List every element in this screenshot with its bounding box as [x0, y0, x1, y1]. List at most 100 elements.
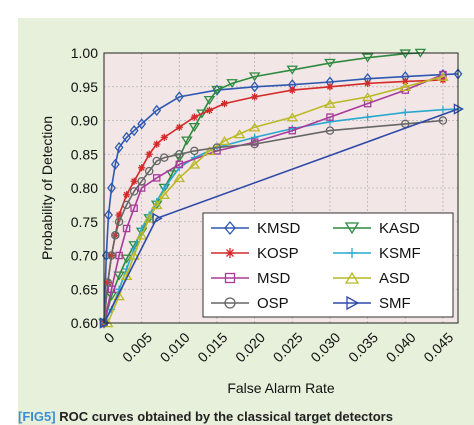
x-tick-label: 0.040	[383, 329, 419, 365]
line-msd	[103, 73, 444, 324]
point-kasd	[226, 79, 238, 89]
point-osp	[137, 176, 146, 186]
point-osp	[152, 156, 161, 166]
point-asd	[143, 213, 155, 223]
point-asd	[248, 122, 261, 132]
point-osp	[175, 149, 184, 159]
point-kasd	[248, 72, 261, 82]
point-asd	[158, 189, 171, 200]
legend-label-kmsd: KMSD	[257, 220, 301, 237]
y-tick-label: 0.90	[71, 113, 98, 129]
legend-entry-kasd: KASD	[333, 220, 420, 237]
point-asd	[437, 71, 449, 81]
point-osp	[107, 251, 116, 260]
x-tick-label: 0.035	[345, 329, 381, 365]
point-asd	[203, 146, 216, 156]
point-osp	[190, 146, 199, 156]
point-kasd	[286, 65, 299, 75]
point-kosp	[251, 93, 259, 101]
legend-entry-msd: MSD	[211, 270, 291, 287]
legend-marker-smf	[346, 295, 360, 311]
legend-label-kasd: KASD	[379, 220, 420, 237]
point-asd	[286, 112, 299, 122]
legend-marker-kmsd	[224, 220, 236, 236]
point-kmsd	[104, 209, 113, 221]
point-asd	[218, 135, 231, 146]
y-tick-label: 0.65	[71, 281, 98, 297]
point-kosp	[138, 164, 146, 172]
point-kmsd	[122, 131, 132, 144]
point-kmsd	[137, 118, 147, 130]
point-kmsd	[174, 91, 184, 103]
x-tick-label: 0.010	[157, 329, 193, 365]
point-msd	[122, 224, 131, 233]
point-kosp	[326, 83, 334, 91]
series-osp	[99, 116, 448, 328]
figure-tag: [FIG5]	[18, 409, 56, 424]
point-kosp	[115, 211, 123, 219]
point-kosp	[122, 191, 131, 199]
point-ksmf	[326, 118, 334, 126]
point-msd	[130, 204, 138, 212]
legend-label-ksmf: KSMF	[379, 245, 421, 262]
legend-marker-msd	[224, 272, 236, 284]
point-kasd	[399, 49, 412, 59]
legend-label-kosp: KOSP	[257, 245, 299, 262]
x-axis-label: False Alarm Rate	[227, 380, 335, 396]
point-osp	[212, 143, 222, 152]
series-layer	[98, 48, 464, 329]
point-kosp	[205, 106, 214, 114]
point-kasd	[113, 271, 125, 281]
point-asd	[173, 173, 186, 183]
y-tick-label: 0.75	[71, 214, 98, 230]
point-kasd	[120, 254, 133, 264]
legend-entry-ksmf: KSMF	[333, 245, 421, 262]
line-smf	[103, 108, 459, 324]
point-kosp	[130, 177, 138, 185]
legend-marker-kosp	[225, 248, 235, 258]
legend-entry-osp: OSP	[211, 295, 289, 312]
y-tick-label: 0.70	[71, 248, 98, 264]
point-msd	[115, 251, 123, 260]
point-asd	[150, 200, 163, 210]
y-tick-label: 0.95	[71, 79, 98, 95]
point-ksmf	[251, 133, 259, 141]
point-kmsd	[107, 182, 116, 194]
point-kasd	[324, 58, 336, 68]
point-osp	[250, 139, 259, 149]
legend-entry-asd: ASD	[333, 270, 410, 287]
point-kasd	[203, 96, 216, 106]
line-kasd	[103, 52, 421, 324]
point-asd	[324, 98, 336, 108]
point-asd	[128, 250, 140, 260]
y-tick-label: 0.85	[71, 146, 98, 162]
point-kmsd	[110, 158, 120, 171]
point-kosp	[190, 113, 198, 121]
point-kosp	[288, 86, 296, 94]
legend: KMSD KASD KOSP KSMF MSD ASD OSP SMF	[202, 212, 454, 318]
point-osp	[111, 230, 120, 240]
point-msd	[439, 70, 447, 79]
legend-entry-kosp: KOSP	[211, 245, 299, 262]
point-msd	[326, 113, 334, 121]
series-asd	[101, 71, 449, 328]
legend-box	[202, 212, 454, 318]
point-msd	[152, 174, 161, 182]
y-tick-label: 1.00	[71, 45, 98, 61]
point-asd	[188, 159, 201, 169]
point-kmsd	[152, 104, 162, 117]
legend-label-osp: OSP	[257, 295, 289, 312]
point-ksmf	[439, 106, 447, 114]
x-tick-label: 0.030	[307, 329, 343, 365]
point-kmsd	[114, 141, 124, 154]
line-asd	[107, 75, 444, 324]
point-osp	[114, 217, 124, 226]
legend-label-msd: MSD	[257, 270, 291, 287]
line-kmsd	[103, 73, 459, 324]
x-tick-label: 0.005	[119, 329, 155, 365]
point-osp	[325, 126, 335, 135]
legend-marker-asd	[344, 271, 360, 284]
plot-frame	[103, 52, 459, 324]
point-asd	[361, 92, 374, 102]
